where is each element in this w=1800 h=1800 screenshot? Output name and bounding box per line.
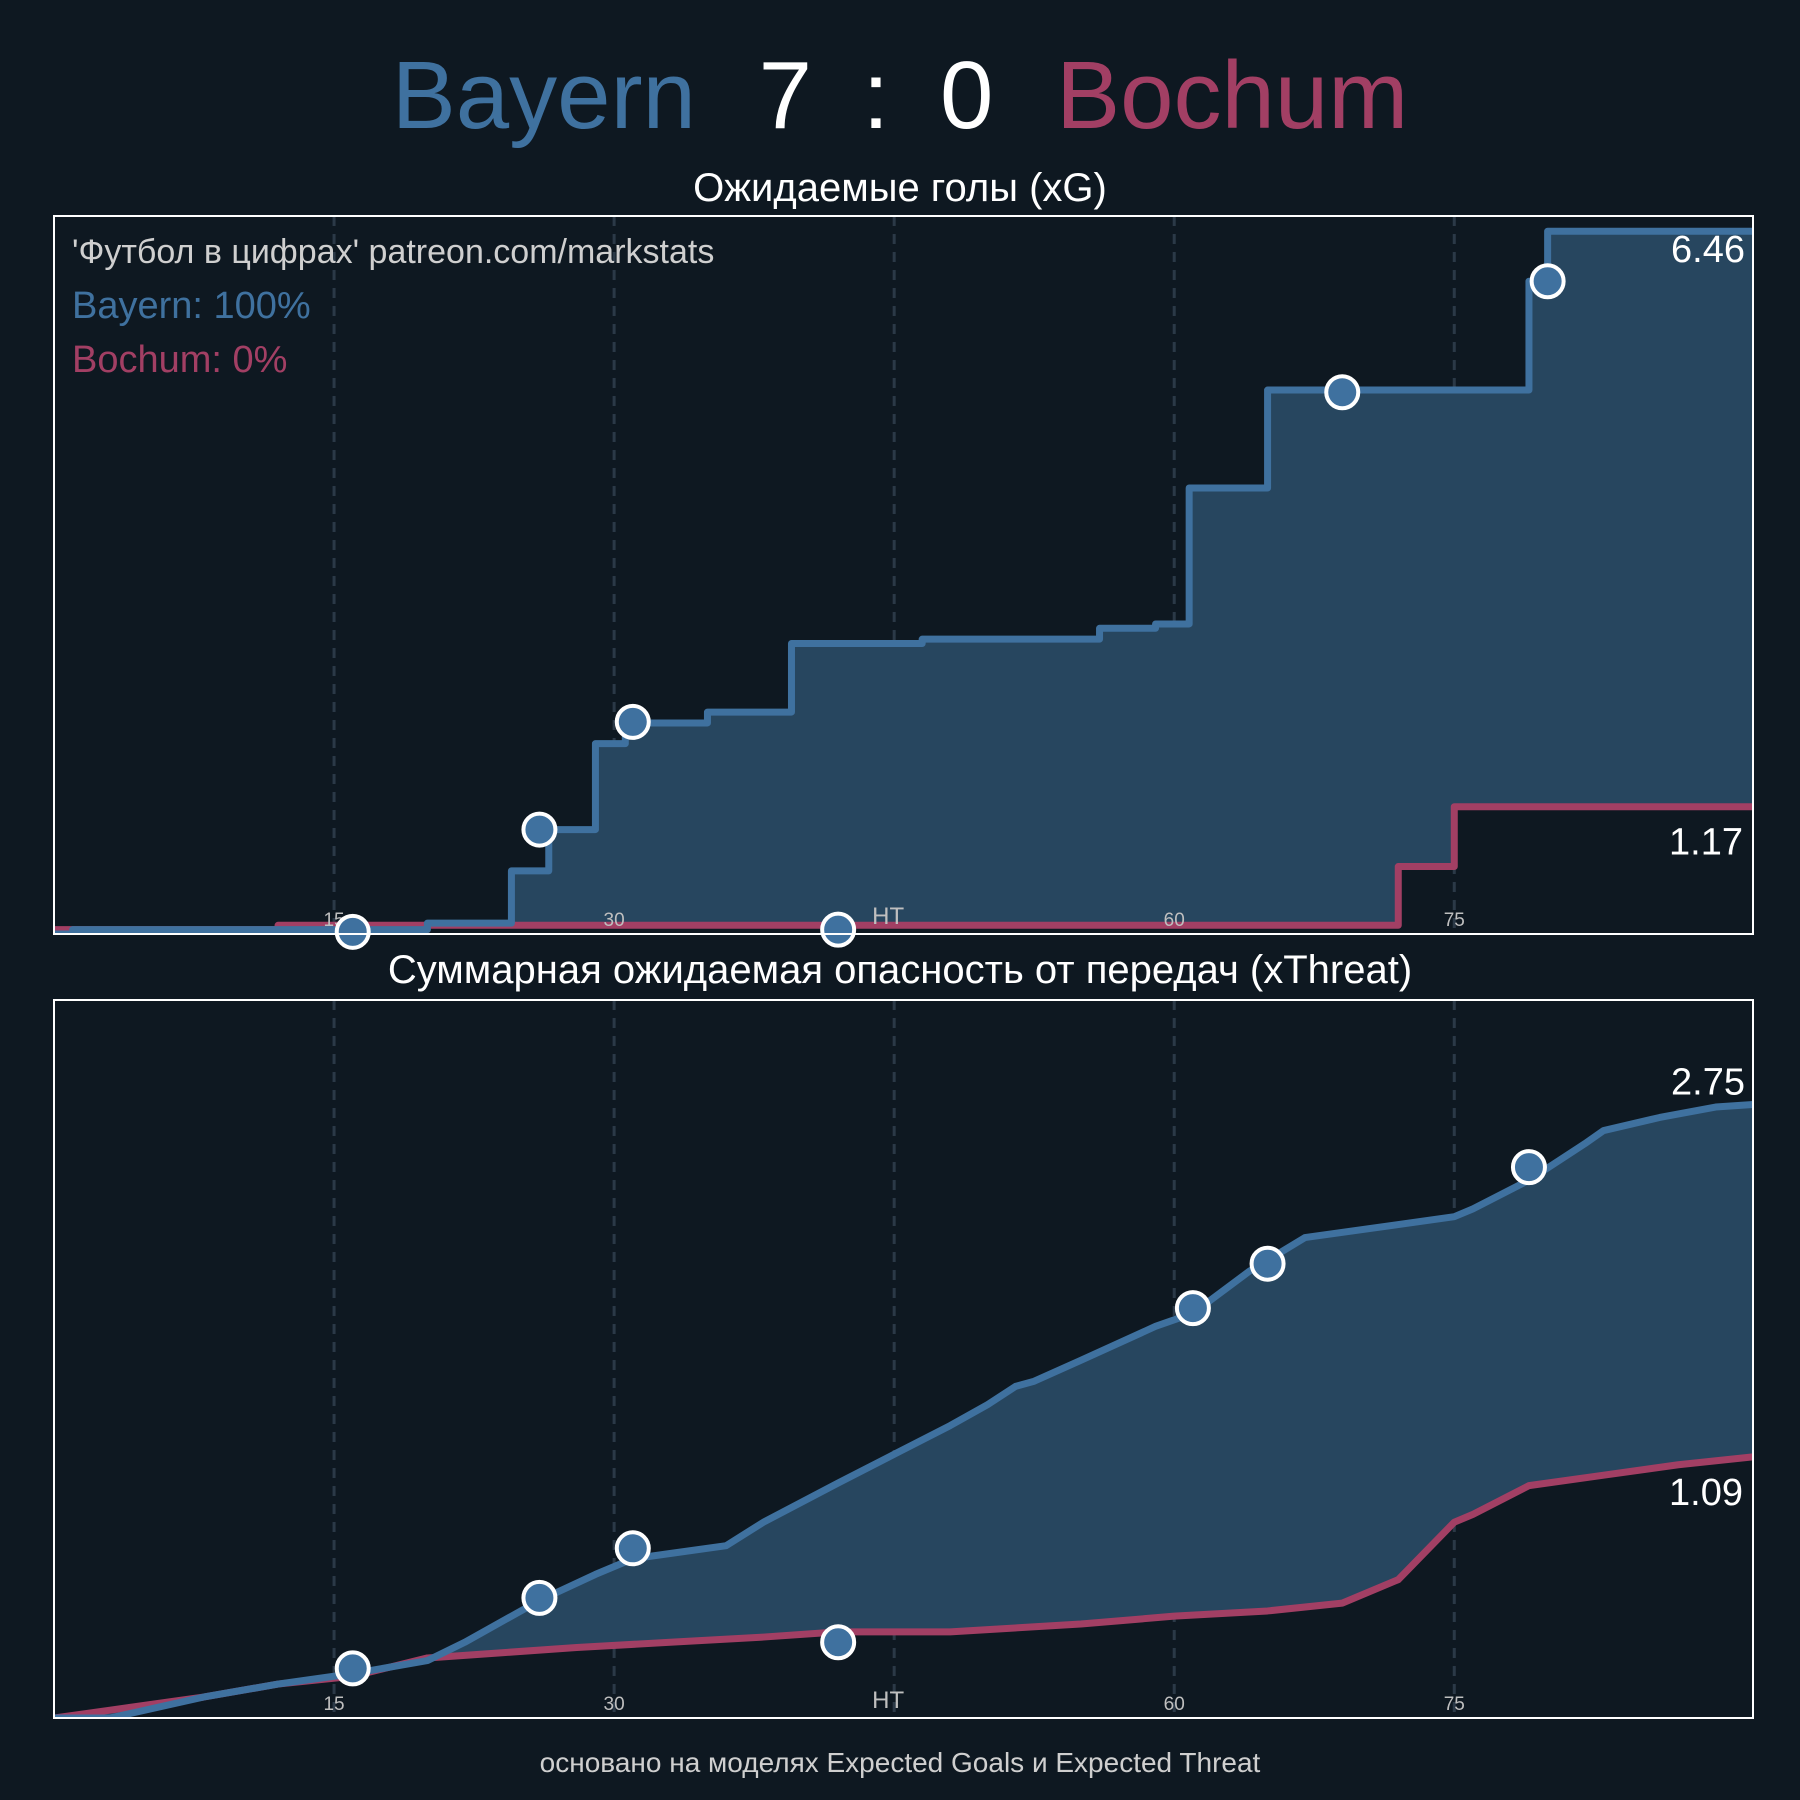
xt-panel: 15 30 HT 60 75 2.75 1.09 xyxy=(53,999,1754,1719)
goal-marker-bayern-2 xyxy=(521,811,558,848)
goal-marker-bayern-1 xyxy=(334,913,371,950)
goal-marker-bayern-3 xyxy=(614,703,651,740)
footer-note: основано на моделях Expected Goals и Exp… xyxy=(540,1747,1261,1778)
score-away: 0 xyxy=(940,42,993,149)
match-header: Bayern 7 : 0 Bochum xyxy=(392,42,1408,149)
end-label-bayern: 6.46 xyxy=(1671,229,1745,271)
x-tick-label-HT: HT xyxy=(872,903,904,930)
xg-panel-title: Ожидаемые голы (xG) xyxy=(693,166,1107,210)
goal-marker-bayern-5 xyxy=(1529,263,1566,300)
score-separator: : xyxy=(863,42,890,149)
x-tick-label-15: 15 xyxy=(323,1694,344,1715)
home-team-name: Bayern xyxy=(392,42,696,149)
end-label-bochum: 1.09 xyxy=(1669,1472,1743,1514)
plot-frame xyxy=(53,215,1754,935)
x-tick-label-75: 75 xyxy=(1444,1694,1465,1715)
goal-marker-bayern-3 xyxy=(614,1530,651,1567)
goal-marker-bochum-1 xyxy=(820,911,857,948)
watermark-text: 'Футбол в цифрах' patreon.com/markstats xyxy=(72,233,714,271)
goal-marker-bayern-5 xyxy=(1249,1245,1286,1282)
goal-marker-bayern-4 xyxy=(1174,1290,1211,1327)
goal-marker-bayern-1 xyxy=(334,1650,371,1687)
x-tick-label-60: 60 xyxy=(1164,1694,1185,1715)
area-between-series xyxy=(54,1104,1753,1718)
legend-away-win-prob: Bochum: 0% xyxy=(72,339,287,381)
x-tick-label-75: 75 xyxy=(1444,910,1465,931)
goal-marker-bayern-6 xyxy=(1510,1149,1547,1186)
legend-home-win-prob: Bayern: 100% xyxy=(72,285,311,327)
goal-marker-bayern-2 xyxy=(521,1579,558,1616)
end-label-bochum: 1.17 xyxy=(1669,822,1743,864)
xt-panel-title: Суммарная ожидаемая опасность от передач… xyxy=(388,948,1412,992)
xg-panel: 15 30 HT 60 756.461.17 xyxy=(53,215,1754,950)
x-tick-label-30: 30 xyxy=(604,1694,625,1715)
x-tick-label-HT: HT xyxy=(872,1687,904,1714)
end-label-bayern: 2.75 xyxy=(1671,1061,1745,1103)
plot-area xyxy=(54,216,1753,934)
series-line-bayern xyxy=(54,227,1753,934)
goal-marker-bochum-1 xyxy=(820,1624,857,1661)
away-team-name: Bochum xyxy=(1056,42,1408,149)
plot-area xyxy=(54,1000,1753,1718)
area-between-series xyxy=(54,231,1753,934)
x-tick-label-30: 30 xyxy=(604,910,625,931)
score-home: 7 xyxy=(759,42,812,149)
x-tick-label-60: 60 xyxy=(1164,910,1185,931)
series-line-bayern xyxy=(54,1100,1753,1718)
goal-marker-bayern-4 xyxy=(1324,374,1361,411)
plot-frame xyxy=(53,999,1754,1719)
